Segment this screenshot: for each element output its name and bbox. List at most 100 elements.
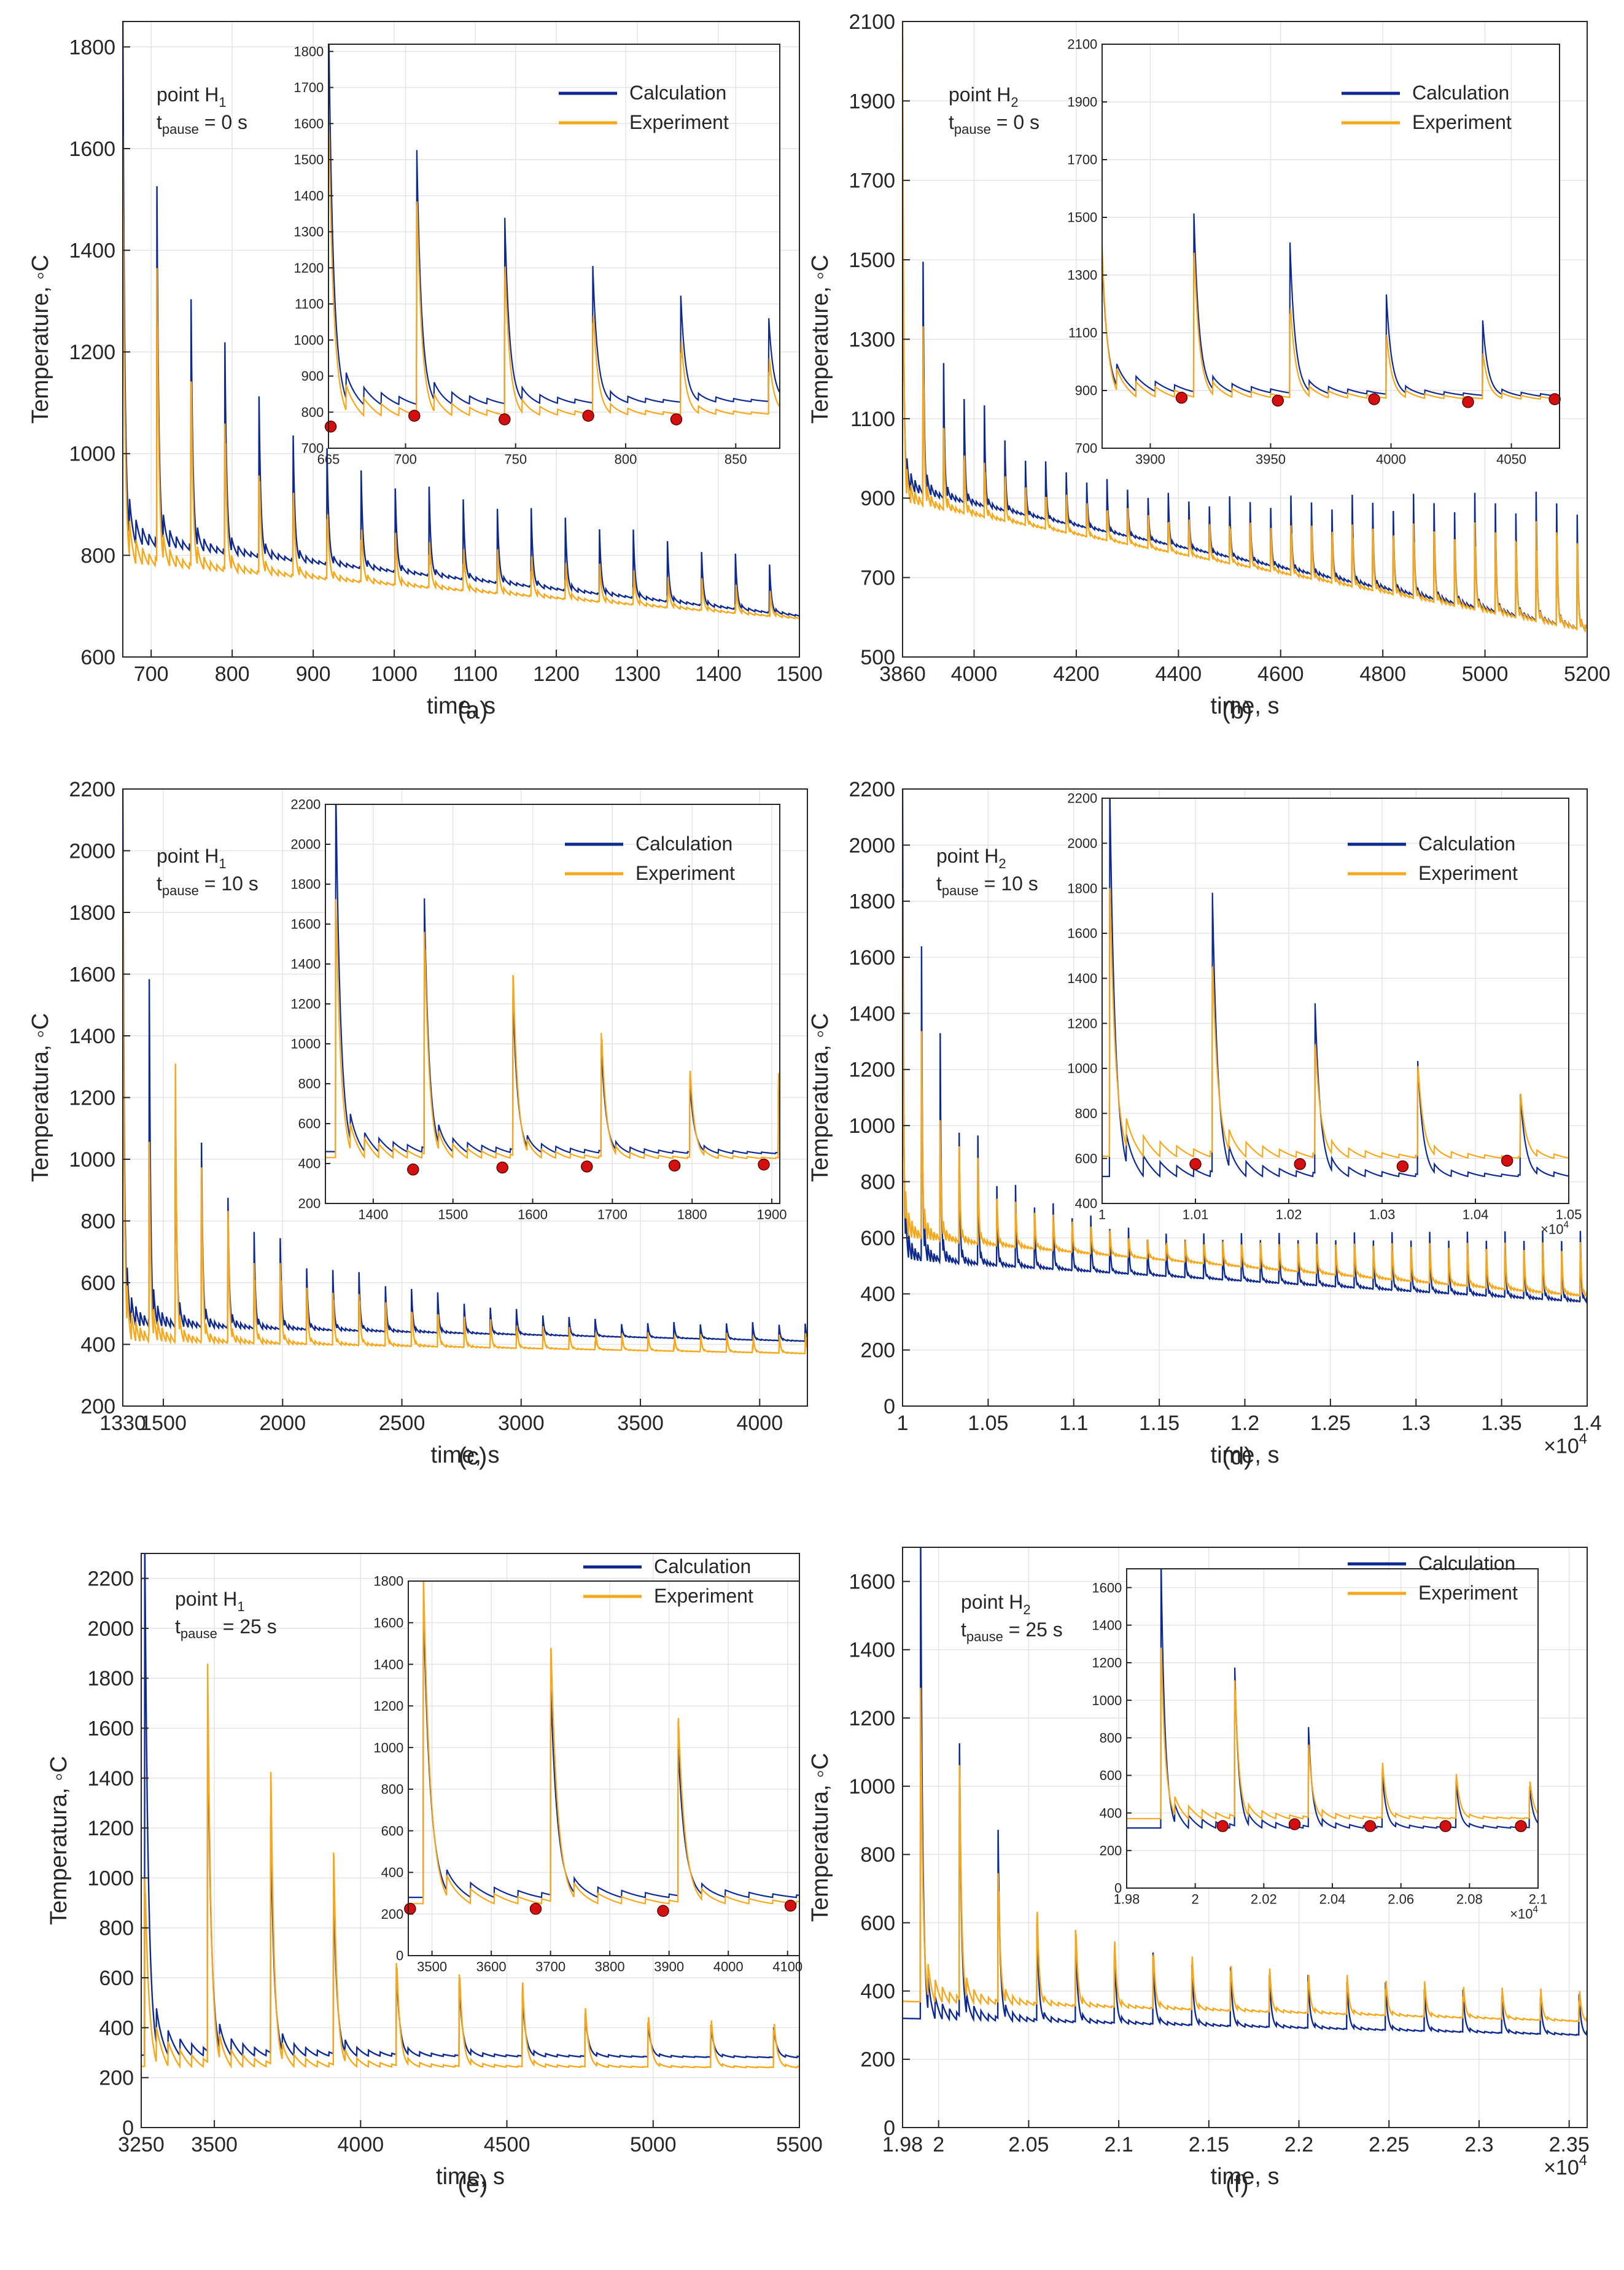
panel-1-inset-xtick-label: 3900 [1135, 451, 1165, 467]
panel-4-ytick-label: 0 [122, 2116, 134, 2140]
panel-5-pause-label-sub: pause [966, 1629, 1003, 1644]
panel-4-pause-label-value: = 25 s [217, 1615, 277, 1638]
panel-0-inset-ytick-label: 1100 [295, 297, 324, 312]
panel-1-ytick-label: 500 [860, 646, 895, 669]
panel-3-xtick-label: 1.05 [968, 1412, 1008, 1435]
panel-1-point-label-base: point H [949, 84, 1011, 106]
panel-2-ytick-label: 1200 [69, 1086, 115, 1110]
panel-4-ytick-label: 800 [99, 1917, 134, 1940]
panel-1-inset-ytick-label: 2100 [1067, 37, 1097, 52]
panel-3-point-label-sub: 2 [998, 856, 1006, 871]
panel-2-inset-ytick-label: 1600 [290, 917, 321, 932]
panel-1-ytick-label: 1500 [849, 249, 895, 272]
panel-0-inset-xtick-label: 750 [504, 451, 527, 467]
panel-3-ytick-label: 800 [860, 1170, 895, 1194]
panel-4-ytick-label: 1800 [87, 1667, 134, 1690]
panel-0: 700 800 900 1000 1100 1200 1300 1400 1500 600 800 1… [28, 21, 823, 724]
panel-2-inset-marker-3 [668, 1159, 681, 1172]
panel-3-ytick-label: 200 [860, 1339, 895, 1362]
panel-3-xtick-label: 1.1 [1059, 1412, 1088, 1435]
panel-2-pause-label: tpause = 10 s [157, 873, 258, 898]
panel-5-point-label-sub: 2 [1023, 1602, 1030, 1617]
panel-5-xtick-label: 2.1 [1104, 2133, 1133, 2156]
panel-3-pause-label: tpause = 10 s [936, 873, 1038, 898]
panel-0-ytick-label: 600 [80, 646, 115, 669]
panel-0-xtick-label: 1000 [371, 663, 418, 686]
panel-5-inset-xtick-label: 2.04 [1319, 1891, 1346, 1907]
panel-2-point-label-sub: 1 [219, 856, 226, 871]
panel-0-inset-ytick-label: 1500 [293, 152, 324, 168]
panel-0-inset-xtick-label: 665 [317, 451, 340, 467]
panel-2-legend-calculation-label: Calculation [635, 833, 732, 855]
panel-5-x-exponent-base: ×10 [1544, 2156, 1579, 2180]
panel-5-inset-ytick-label: 400 [1100, 1805, 1122, 1821]
panel-2-inset-ytick-label: 1400 [290, 957, 321, 972]
panel-4-ytick-label: 1000 [87, 1867, 134, 1890]
panel-4-inset-xtick-label: 3800 [595, 1959, 625, 1974]
panel-3-inset-x-exponent: ×104 [1540, 1220, 1569, 1237]
panel-1-panel-label: (b) [1222, 697, 1253, 724]
panel-0-inset-ytick-label: 1700 [293, 80, 324, 95]
panel-1-inset-ytick-label: 1700 [1067, 152, 1097, 168]
panel-3-ytick-label: 1800 [849, 890, 895, 914]
panel-4-pause-label-base: t [175, 1615, 181, 1638]
panel-3-inset-ytick-label: 1400 [1067, 971, 1097, 986]
panel-3-inset-plot-area [1102, 798, 1569, 1203]
panel-3-inset-xtick-label: 1.03 [1369, 1207, 1396, 1222]
panel-4-ytick-label: 1200 [87, 1817, 134, 1840]
panel-5-inset-xtick-label: 2.08 [1456, 1891, 1483, 1907]
panel-0-inset-ytick-label: 900 [301, 368, 324, 384]
panel-3-inset-ytick-label: 1800 [1067, 880, 1097, 896]
panel-5-ytick-label: 1400 [849, 1639, 895, 1662]
panel-3-inset-ytick-label: 600 [1075, 1151, 1098, 1166]
panel-4-point-label-sub: 1 [237, 1599, 244, 1614]
panel-4-xtick-label: 4500 [484, 2133, 530, 2156]
panel-1-calculation-line [903, 37, 1587, 633]
panel-3-xtick-label: 1.3 [1402, 1412, 1431, 1435]
panel-0-ytick-label: 1600 [69, 138, 115, 161]
panel-3-xtick-label: 1.15 [1139, 1412, 1179, 1435]
panel-4-inset-marker-2 [657, 1905, 669, 1917]
panel-1-ytick-label: 1700 [849, 169, 895, 193]
panel-5-xtick-label: 2.3 [1464, 2133, 1493, 2156]
panel-2-ytick-label: 1400 [69, 1025, 115, 1048]
panel-1-point-label-sub: 2 [1011, 95, 1018, 110]
panel-5-inset-marker-0 [1216, 1820, 1229, 1832]
panel-1-legend: Calculation Experiment [1342, 82, 1512, 133]
panel-0-inset-marker-4 [670, 413, 683, 426]
panel-5-legend-experiment-label: Experiment [1418, 1582, 1518, 1604]
panel-3-inset-ytick-label: 1200 [1067, 1016, 1097, 1031]
panel-2-inset-xtick-label: 1400 [358, 1207, 388, 1222]
panel-5-y-axis-label: Temperatura, ◦C [807, 1753, 833, 1922]
panel-4-inset-ytick-label: 400 [381, 1865, 404, 1880]
panel-1-inset-ytick-label: 1100 [1068, 325, 1097, 341]
panel-3-inset-x-exponent-power: 4 [1563, 1220, 1569, 1230]
panel-1-legend-experiment-label: Experiment [1412, 111, 1512, 133]
panel-4-legend: Calculation Experiment [583, 1555, 753, 1607]
panel-2-inset-experiment-line [325, 899, 780, 1160]
panel-4-inset-marker-1 [529, 1903, 542, 1915]
panel-2-inset-marker-4 [758, 1158, 770, 1171]
panel-0-inset-ytick-label: 1600 [293, 116, 324, 131]
panel-5-inset-x-exponent-base: ×10 [1510, 1907, 1533, 1922]
panel-5-inset-marker-4 [1515, 1820, 1527, 1832]
panel-3-legend-calculation-label: Calculation [1418, 833, 1515, 855]
panel-0-inset-ytick-label: 1800 [293, 44, 324, 59]
panel-3-pause-label-sub: pause [942, 883, 979, 898]
panel-1-legend-calculation-label: Calculation [1412, 82, 1509, 104]
panel-1-inset-marker-1 [1272, 394, 1284, 407]
panel-5-inset-marker-3 [1439, 1820, 1451, 1832]
panel-1-inset-marker-3 [1462, 396, 1474, 408]
panel-5-inset-ytick-label: 800 [1100, 1730, 1122, 1746]
panel-5-inset-ytick-label: 1200 [1092, 1655, 1122, 1671]
panel-4-inset: 3500 3600 3700 3800 3900 4000 4100 0 200 400 600 80… [373, 1574, 802, 1975]
panel-1-pause-label-base: t [949, 111, 954, 133]
panel-4-legend-experiment-label: Experiment [654, 1585, 753, 1607]
panel-0-inset-ytick-label: 1300 [293, 224, 324, 239]
panel-1-inset-ytick-label: 1300 [1067, 268, 1097, 283]
panel-4-xtick-label: 3250 [118, 2133, 165, 2156]
panel-0-legend: Calculation Experiment [559, 82, 729, 133]
panel-3-ytick-label: 0 [884, 1395, 895, 1418]
panel-5-inset-experiment-line [1127, 1647, 1538, 1821]
